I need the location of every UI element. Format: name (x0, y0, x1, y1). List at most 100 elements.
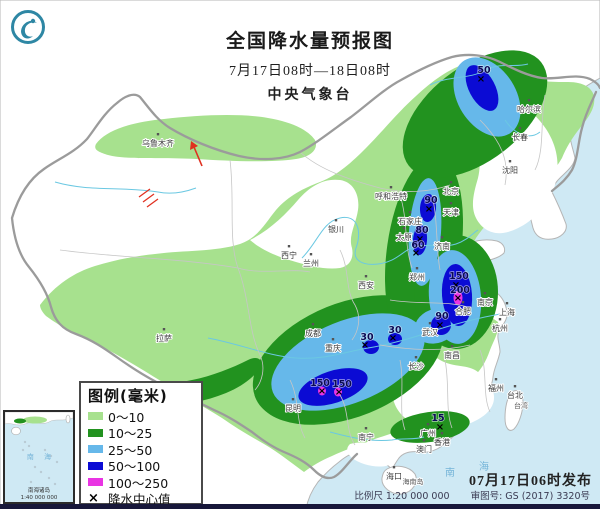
sea-labels: 南海 (445, 460, 489, 479)
city-label: 太原 (396, 232, 412, 242)
city-dot (449, 181, 453, 184)
city-label: 长沙 (408, 361, 424, 371)
city-label: 福州 (488, 384, 504, 393)
city-dot (461, 301, 465, 304)
city-dot (162, 328, 166, 331)
city-dot (426, 423, 430, 426)
legend-range-label: 50～100 (108, 459, 161, 475)
city-dot (527, 99, 531, 102)
city-dot (505, 302, 509, 305)
inset-sea-label: 南 海 (27, 452, 55, 461)
map-subtitle: 7月17日08时—18日08时 (228, 64, 391, 79)
sea-label: 海 (479, 460, 489, 473)
city-dot (334, 219, 338, 222)
no-rain-gaps (250, 95, 558, 467)
legend-rows: 0～10 10～25 25～50 50～100 100～250 (88, 408, 195, 491)
precipitation-center-mark: × (318, 386, 326, 397)
city-dot (291, 398, 295, 401)
city-label: 台北 (507, 390, 523, 400)
city-label: 北京 (443, 186, 459, 196)
city-dot (498, 318, 502, 321)
city-label: 济南 (434, 241, 450, 251)
precipitation-center-mark: × (454, 293, 462, 304)
city-label: 天津 (443, 207, 459, 217)
legend-swatch (88, 428, 103, 437)
publish-time: 07月17日06时发布 (469, 474, 592, 489)
inset-islands-label: 南海诸岛 (28, 486, 51, 494)
city-dot (402, 227, 406, 230)
precipitation-center-value: 15 (431, 413, 444, 424)
cma-logo-icon (9, 8, 47, 46)
legend-item: 10～25 (88, 425, 195, 442)
city-label: 乌鲁木齐 (142, 138, 174, 148)
precipitation-center-value: 90 (424, 195, 438, 206)
city-dot (287, 245, 291, 248)
precipitation-center-mark: × (477, 74, 485, 85)
city-dot (364, 275, 368, 278)
region-label: 台湾 (514, 401, 528, 410)
legend-range-label: 0～10 (108, 409, 145, 425)
city-label: 银川 (328, 224, 344, 234)
city-label: 长春 (512, 132, 528, 142)
precipitation-center-value: 80 (415, 225, 429, 236)
city-dot (392, 466, 396, 469)
precipitation-center-mark: × (361, 340, 369, 351)
legend-swatch (88, 461, 103, 470)
legend-center-row: × 降水中心值 (88, 491, 195, 508)
region-label: 海南岛 (403, 477, 424, 486)
taiwan-island (504, 390, 524, 431)
red-annotation-marks (138, 141, 203, 208)
center-value-label: 降水中心值 (108, 492, 171, 508)
city-dot (331, 338, 335, 341)
city-label: 广州 (420, 428, 436, 438)
city-dot (518, 127, 522, 130)
city-label: 沈阳 (502, 165, 518, 175)
province-borders (59, 94, 546, 446)
precipitation-center-mark: × (452, 280, 460, 291)
legend-item: 25～50 (88, 441, 195, 458)
legend-item: 100～250 (88, 474, 195, 491)
legend-range-label: 25～50 (108, 442, 153, 458)
city-dot (414, 356, 418, 359)
rain-area-urumqi (95, 115, 317, 162)
precipitation-center-mark: × (389, 333, 397, 344)
city-label: 西宁 (281, 250, 297, 260)
hainan-island (381, 465, 417, 495)
city-label: 南宁 (358, 432, 374, 442)
city-label: 兰州 (303, 258, 319, 268)
precipitation-center-value: 150 (310, 378, 330, 389)
city-label: 重庆 (325, 343, 341, 353)
legend-range-label: 10～25 (108, 426, 153, 442)
map-scale-text: 比例尺 1:20 000 000 (354, 491, 450, 502)
city-label: 哈尔滨 (517, 104, 541, 114)
city-dot (449, 202, 453, 205)
city-dot (450, 345, 454, 348)
precipitation-center-value: 200 (450, 285, 470, 296)
bottom-frame-bar (0, 504, 600, 509)
city-label: 武汉 (422, 327, 438, 337)
city-label: 呼和浩特 (375, 191, 407, 201)
precipitation-center-value: 150 (332, 379, 352, 390)
center-value-symbol: × (88, 491, 99, 507)
scale-approval-line: 比例尺 1:20 000 000 审图号: GS (2017) 3320号 (354, 488, 590, 502)
approval-number-text: 审图号: GS (2017) 3320号 (470, 491, 590, 502)
city-dot (440, 236, 444, 239)
inset-scale-label: 1:40 000 000 (21, 495, 58, 501)
city-dot (156, 133, 160, 136)
city-dot (440, 432, 444, 435)
city-dot (408, 211, 412, 214)
precipitation-center-value: 90 (435, 311, 449, 322)
sea-label: 南 (445, 466, 455, 479)
city-label: 南昌 (444, 350, 460, 360)
city-dot (311, 323, 315, 326)
city-dot (513, 385, 517, 388)
precipitation-center-value: 30 (360, 332, 374, 343)
city-label: 石家庄 (398, 216, 422, 226)
legend-range-label: 100～250 (108, 475, 169, 491)
city-label: 香港 (434, 437, 450, 447)
legend-title: 图例(毫米) (88, 387, 168, 405)
city-label: 成都 (305, 328, 321, 338)
precipitation-center-mark: × (436, 422, 444, 433)
